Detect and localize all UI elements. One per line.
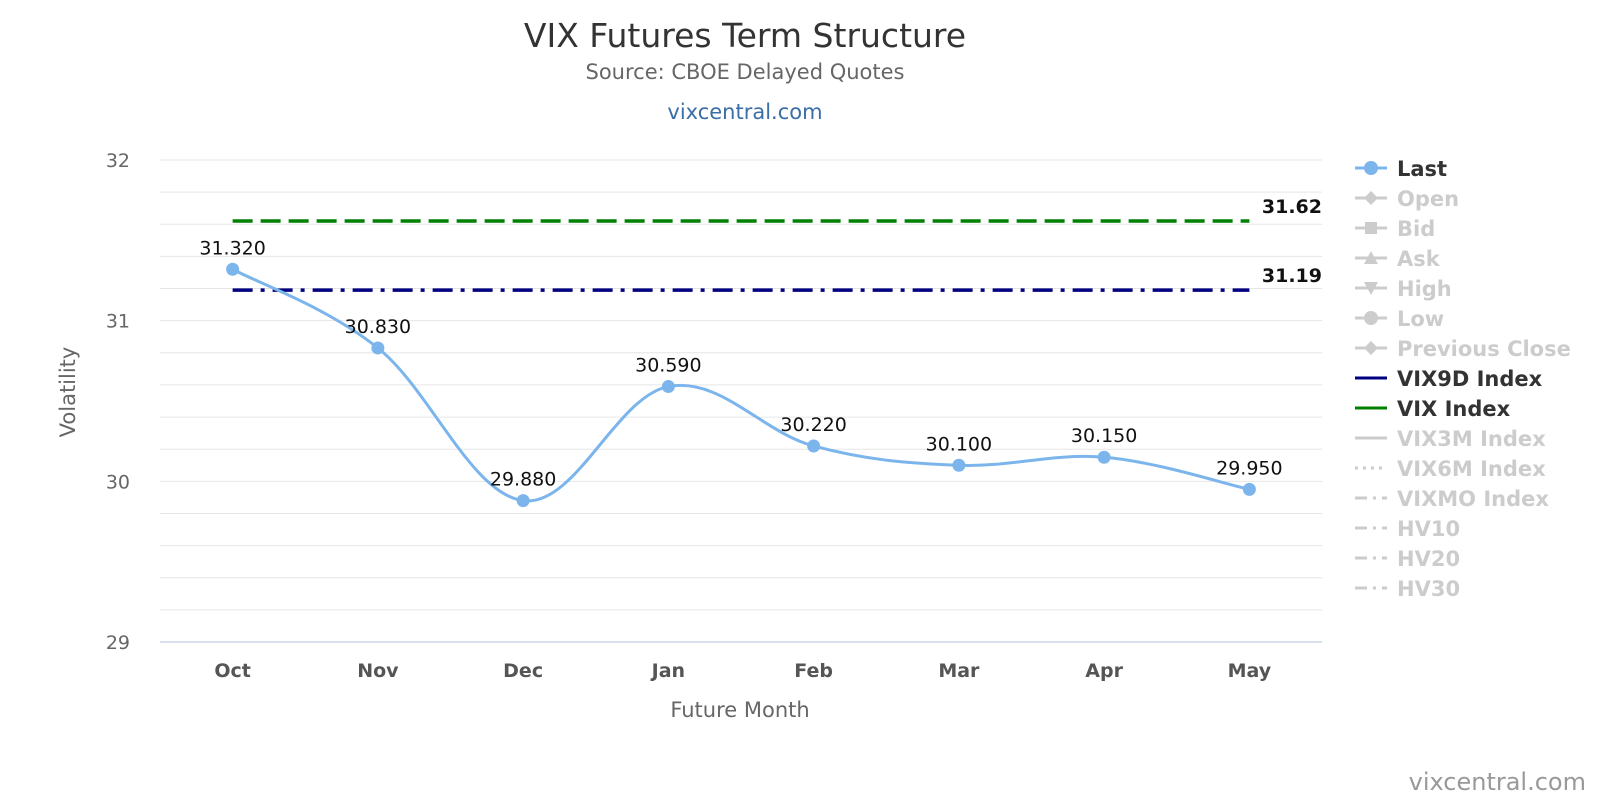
legend-item[interactable]: Previous Close (1355, 337, 1571, 361)
credit-link[interactable]: vixcentral.com (1409, 768, 1586, 796)
x-tick-label: Mar (938, 660, 980, 682)
data-label: 29.880 (490, 469, 556, 491)
legend-marker (1364, 282, 1378, 295)
data-point[interactable] (371, 341, 385, 355)
data-label: 30.100 (926, 433, 992, 455)
legend-marker (1364, 161, 1378, 175)
subtitle-link[interactable]: vixcentral.com (667, 100, 822, 124)
legend-marker (1364, 251, 1378, 264)
data-point[interactable] (226, 262, 240, 276)
gridlines (160, 159, 1322, 643)
x-tick-label: Oct (214, 660, 251, 682)
series-last-line (231, 267, 1250, 503)
legend-item[interactable]: VIX6M Index (1355, 457, 1546, 481)
x-tick-label: Jan (650, 660, 685, 682)
legend-item[interactable]: Open (1355, 187, 1459, 211)
reference-lines: 31.62 31.19 (232, 196, 1322, 292)
x-axis-title: Future Month (670, 698, 809, 722)
legend-item[interactable]: HV30 (1355, 577, 1460, 601)
legend-marker (1365, 222, 1377, 234)
legend-item[interactable]: VIX Index (1355, 397, 1511, 421)
legend-label: Last (1397, 157, 1447, 181)
legend-label: VIX9D Index (1397, 367, 1543, 391)
y-tick-label: 31 (106, 311, 130, 333)
reference-line-label: 31.62 (1262, 196, 1322, 218)
legend-item[interactable]: VIXMO Index (1355, 487, 1549, 511)
x-tick-label: May (1228, 660, 1272, 682)
legend-label: HV30 (1397, 577, 1460, 601)
chart-title: VIX Futures Term Structure (524, 16, 966, 55)
series-last (226, 262, 1256, 508)
y-tick-label: 30 (106, 471, 130, 493)
legend-item[interactable]: Low (1355, 307, 1444, 331)
legend-label: Previous Close (1397, 337, 1571, 361)
legend-label: Open (1397, 187, 1459, 211)
x-axis-ticks: Oct Nov Dec Jan Feb Mar Apr May (214, 660, 1271, 682)
y-tick-label: 32 (106, 150, 130, 172)
data-label: 30.590 (635, 355, 701, 377)
y-tick-label: 29 (106, 632, 130, 654)
legend-item[interactable]: High (1355, 277, 1452, 301)
data-label: 30.150 (1071, 425, 1137, 447)
x-tick-label: Nov (357, 660, 399, 682)
chart-subtitle: Source: CBOE Delayed Quotes (586, 60, 905, 84)
y-axis-title: Volatility (56, 347, 80, 438)
legend-label: VIX Index (1397, 397, 1511, 421)
legend-item[interactable]: HV20 (1355, 547, 1460, 571)
data-point[interactable] (1242, 482, 1256, 496)
x-tick-label: Apr (1085, 660, 1123, 682)
legend-item[interactable]: VIX9D Index (1355, 367, 1543, 391)
data-point[interactable] (516, 494, 530, 508)
data-labels: 31.320 30.830 29.880 30.590 30.220 30.100 30.1… (199, 237, 1282, 490)
legend-label: HV20 (1397, 547, 1460, 571)
legend-label: Low (1397, 307, 1444, 331)
reference-line-label: 31.19 (1262, 265, 1322, 287)
legend-label: VIXMO Index (1397, 487, 1549, 511)
legend-marker (1364, 311, 1378, 325)
data-point[interactable] (807, 439, 821, 453)
y-axis-ticks: 29 30 31 32 (106, 150, 130, 654)
legend-item[interactable]: Bid (1355, 217, 1435, 241)
data-point[interactable] (661, 380, 675, 394)
data-point[interactable] (952, 458, 966, 472)
legend-label: High (1397, 277, 1452, 301)
legend-label: Bid (1397, 217, 1435, 241)
data-point[interactable] (1097, 450, 1111, 464)
legend-marker (1364, 191, 1378, 205)
legend[interactable]: Last Open Bid Ask High Low Previous Close VIX9D… (1355, 157, 1571, 601)
legend-label: VIX3M Index (1397, 427, 1546, 451)
data-label: 30.830 (345, 316, 411, 338)
x-tick-label: Dec (503, 660, 543, 682)
data-label: 31.320 (199, 237, 265, 259)
legend-item[interactable]: HV10 (1355, 517, 1460, 541)
x-tick-label: Feb (794, 660, 833, 682)
legend-item[interactable]: VIX3M Index (1355, 427, 1546, 451)
data-label: 30.220 (780, 414, 846, 436)
legend-item[interactable]: Ask (1355, 247, 1441, 271)
legend-marker (1364, 341, 1378, 355)
legend-label: VIX6M Index (1397, 457, 1546, 481)
legend-label: Ask (1397, 247, 1441, 271)
legend-item[interactable]: Last (1355, 157, 1447, 181)
legend-label: HV10 (1397, 517, 1460, 541)
data-label: 29.950 (1216, 457, 1282, 479)
